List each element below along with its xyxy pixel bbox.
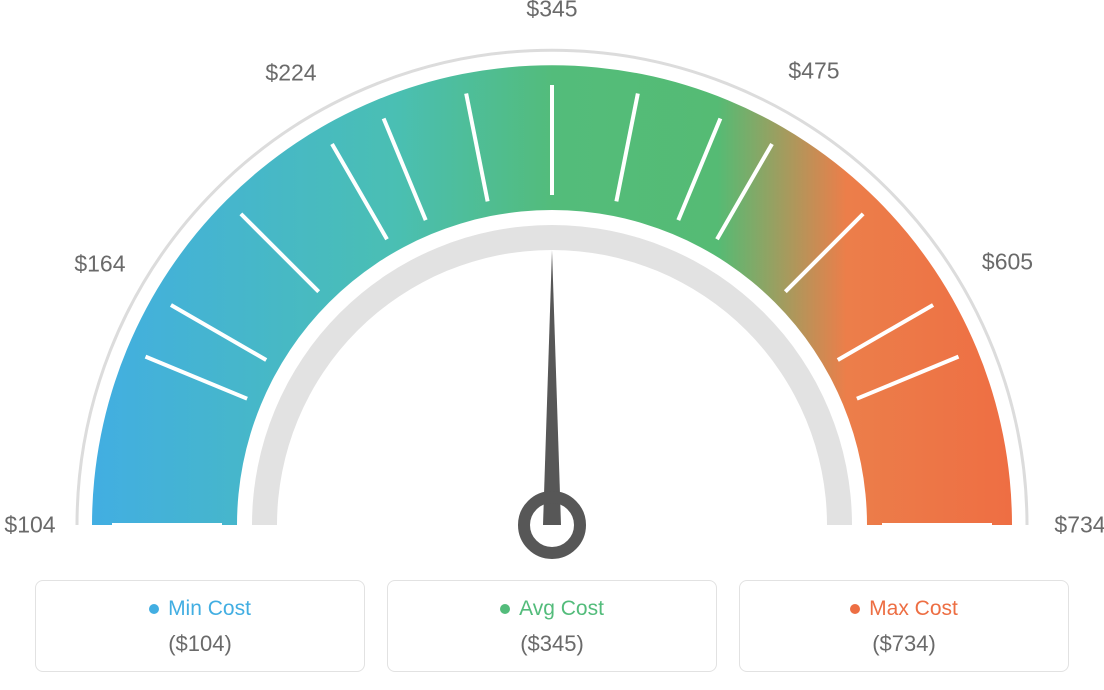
max-dot-icon	[850, 604, 860, 614]
legend-value: ($734)	[750, 631, 1058, 657]
tick-label: $734	[1054, 512, 1104, 539]
min-dot-icon	[149, 604, 159, 614]
tick-label: $164	[74, 251, 125, 278]
legend-title-min: Min Cost	[149, 597, 251, 621]
tick-label: $224	[265, 59, 316, 86]
legend-value: ($104)	[46, 631, 354, 657]
legend-card-avg: Avg Cost ($345)	[387, 580, 717, 672]
gauge-container: $104 $164 $224 $345 $475 $605 $734	[0, 0, 1104, 570]
gauge-needle	[543, 250, 561, 525]
legend-value: ($345)	[398, 631, 706, 657]
tick-label: $345	[526, 0, 577, 23]
gauge-svg	[0, 0, 1104, 570]
tick-label: $104	[4, 512, 55, 539]
legend-label: Min Cost	[168, 597, 251, 621]
legend-title-avg: Avg Cost	[500, 597, 604, 621]
tick-label: $475	[788, 58, 839, 85]
legend-card-max: Max Cost ($734)	[739, 580, 1069, 672]
legend-title-max: Max Cost	[850, 597, 958, 621]
legend-label: Avg Cost	[519, 597, 604, 621]
avg-dot-icon	[500, 604, 510, 614]
tick-label: $605	[982, 249, 1033, 276]
legend-card-min: Min Cost ($104)	[35, 580, 365, 672]
legend-row: Min Cost ($104) Avg Cost ($345) Max Cost…	[35, 580, 1069, 672]
legend-label: Max Cost	[869, 597, 958, 621]
